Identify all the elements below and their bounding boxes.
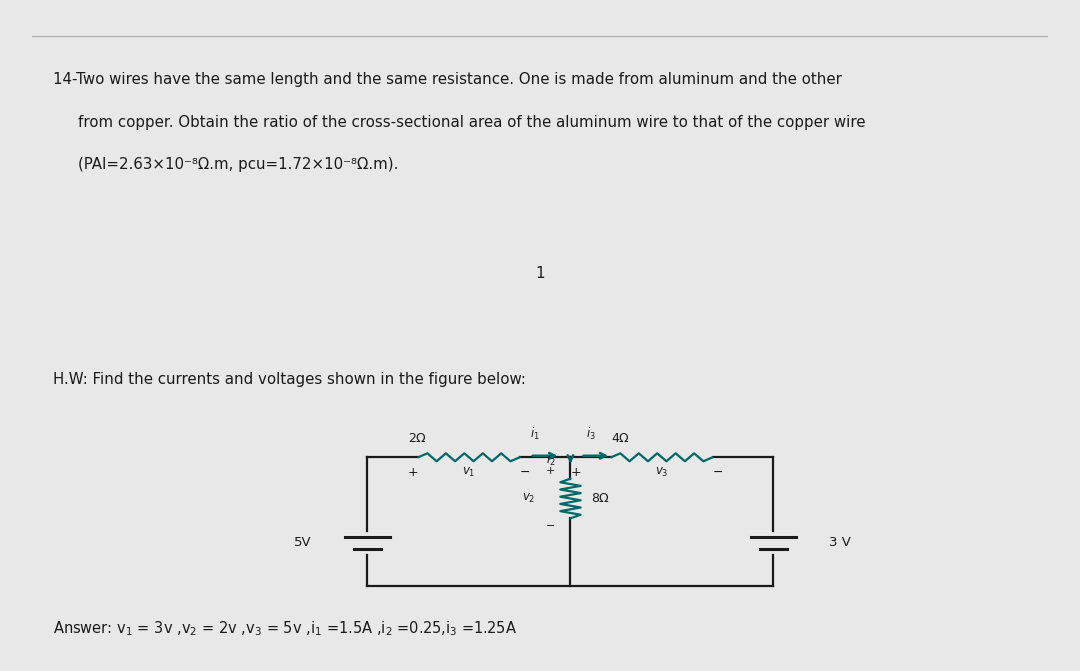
Text: H.W: Find the currents and voltages shown in the figure below:: H.W: Find the currents and voltages show…: [53, 372, 526, 386]
Text: +: +: [545, 466, 555, 476]
Text: Answer: v$_1$ = 3v ,v$_2$ = 2v ,v$_3$ = 5v ,i$_1$ =1.5A ,i$_2$ =0.25,i$_3$ =1.25: Answer: v$_1$ = 3v ,v$_2$ = 2v ,v$_3$ = …: [53, 619, 517, 637]
Text: 2$\Omega$: 2$\Omega$: [408, 432, 427, 445]
Text: 3 V: 3 V: [829, 536, 851, 550]
Text: 4$\Omega$: 4$\Omega$: [611, 432, 630, 445]
Text: (PAI=2.63×10⁻⁸Ω.m, pcu=1.72×10⁻⁸Ω.m).: (PAI=2.63×10⁻⁸Ω.m, pcu=1.72×10⁻⁸Ω.m).: [78, 157, 399, 172]
Text: 1: 1: [536, 266, 544, 281]
Text: −: −: [713, 466, 723, 479]
Text: −: −: [545, 521, 555, 531]
Text: $v_2$: $v_2$: [522, 492, 535, 505]
Text: +: +: [408, 466, 418, 479]
Text: 14-Two wires have the same length and the same resistance. One is made from alum: 14-Two wires have the same length and th…: [53, 72, 841, 87]
Text: +: +: [570, 466, 581, 479]
Text: −: −: [519, 466, 530, 479]
Text: $v_1$: $v_1$: [462, 466, 475, 479]
Text: $i_1$: $i_1$: [530, 426, 540, 442]
Text: $i_3$: $i_3$: [585, 426, 596, 442]
Text: $v_3$: $v_3$: [656, 466, 669, 479]
Text: $i_2$: $i_2$: [545, 452, 555, 468]
Text: 5V: 5V: [294, 536, 311, 550]
Text: from copper. Obtain the ratio of the cross-sectional area of the aluminum wire t: from copper. Obtain the ratio of the cro…: [78, 115, 865, 130]
Text: 8$\Omega$: 8$\Omega$: [591, 492, 610, 505]
